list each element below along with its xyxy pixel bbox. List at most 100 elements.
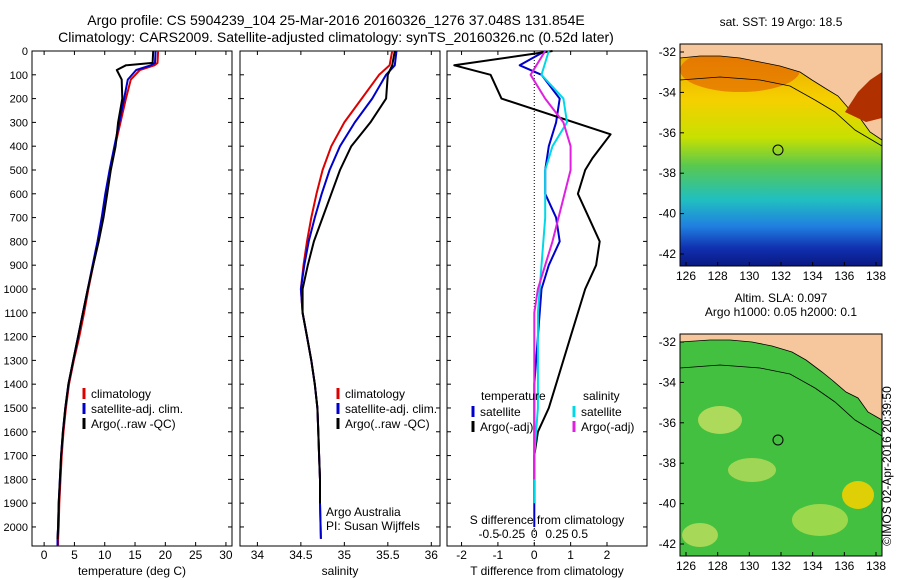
salinity-diff-tick-label: 0 [531, 527, 538, 541]
depth-tick-label: 400 [10, 141, 28, 153]
depth-tick-label: 1100 [4, 308, 28, 320]
salinity-series-0 [299, 50, 394, 539]
map-xtick-label: 132 [771, 559, 791, 573]
map-ytick-label: -32 [659, 335, 677, 349]
map-xtick-label: 134 [803, 269, 823, 283]
difference-xtick-label: -1 [493, 548, 504, 562]
depth-tick-label: 1000 [4, 284, 28, 296]
sst-argo-location [772, 144, 784, 156]
difference-series-1 [453, 50, 612, 504]
depth-tick-label: 900 [10, 260, 28, 272]
map-xtick-label: 128 [708, 269, 728, 283]
map-ytick-label: -34 [659, 375, 677, 389]
salinity-diff-axis-label: S difference from climatology [470, 513, 625, 527]
map-ytick-label: -34 [659, 85, 677, 99]
depth-tick-label: 1600 [4, 427, 28, 439]
temperature-xlabel: temperature (deg C) [78, 564, 186, 578]
salinity-legend-label: satellite-adj. clim. [345, 402, 437, 416]
depth-tick-label: 1400 [4, 379, 28, 391]
depth-tick-label: 600 [10, 189, 28, 201]
salinity-series-1 [299, 50, 398, 539]
temperature-series-2 [56, 50, 155, 539]
map-xtick-label: 138 [866, 559, 886, 573]
depth-tick-label: 500 [10, 165, 28, 177]
depth-tick-label: 1300 [4, 355, 28, 367]
title-line2: Climatology: CARS2009. Satellite-adjuste… [58, 29, 614, 45]
depth-tick-label: 1200 [4, 332, 28, 344]
salinity-xtick-label: 35 [338, 548, 352, 562]
temperature-xtick-label: 20 [159, 548, 173, 562]
map-xtick-label: 136 [834, 559, 854, 573]
title-line1: Argo profile: CS 5904239_104 25-Mar-2016… [87, 12, 584, 28]
map-ytick-label: -38 [659, 166, 677, 180]
temp-legend-label: satellite [480, 405, 521, 419]
salinity-legend-label: Argo(..raw -QC) [345, 417, 430, 431]
salinity-xtick-label: 36 [425, 548, 439, 562]
difference-xtick-label: -2 [456, 548, 467, 562]
sla-argo-location [772, 434, 784, 446]
map-xtick-label: 138 [866, 269, 886, 283]
map-xtick-label: 130 [739, 559, 759, 573]
sla-map [680, 334, 882, 556]
map-xtick-label: 136 [834, 269, 854, 283]
salinity-diff-tick-label: -0.25 [498, 527, 526, 541]
temperature-xtick-label: 0 [41, 548, 48, 562]
sla-map-title-2: Argo h1000: 0.05 h2000: 0.1 [705, 305, 857, 319]
salinity-xtick-label: 34 [251, 548, 265, 562]
annotation-line: PI: Susan Wijffels [326, 519, 420, 533]
temperature-legend-label: satellite-adj. clim. [91, 402, 183, 416]
sla-patch-1 [698, 406, 742, 434]
depth-tick-label: 100 [10, 70, 28, 82]
sla-patch-2 [728, 458, 776, 482]
map-ytick-label: -36 [659, 416, 677, 430]
map-ytick-label: -42 [659, 537, 677, 551]
difference-series-3 [529, 50, 572, 480]
temperature-legend-label: Argo(..raw -QC) [91, 417, 176, 431]
map-xtick-label: 128 [708, 559, 728, 573]
temperature-panel: 0 5 10 15 20 25 300100200300400500600700800900… [4, 46, 233, 578]
salinity-panel: 34 34.5 35 35.5 36 salinity climatologysatelli… [239, 50, 441, 578]
map-xtick-label: 126 [676, 559, 696, 573]
difference-frame [446, 50, 648, 547]
sla-land [680, 334, 882, 421]
depth-tick-label: 200 [10, 94, 28, 106]
salinity-xtick-label: 35.5 [376, 548, 400, 562]
temperature-xtick-label: 5 [71, 548, 78, 562]
salinity-diff-tick-label: -0.5 [478, 527, 499, 541]
difference-xlabel: T difference from climatology [470, 564, 624, 578]
temperature-series-1 [56, 50, 157, 546]
sal-legend-title: salinity [583, 389, 620, 403]
map-ytick-label: -38 [659, 456, 677, 470]
temperature-legend-label: climatology [91, 387, 151, 401]
map-ytick-label: -40 [659, 207, 677, 221]
annotation-line: Argo Australia [326, 505, 401, 519]
sst-map-title: sat. SST: 19 Argo: 18.5 [720, 15, 843, 29]
timestamp: ©IMOS 02-Apr-2016 20:39:50 [880, 386, 894, 546]
map-ytick-label: -36 [659, 126, 677, 140]
map-xtick-label: 134 [803, 559, 823, 573]
salinity-series-2 [301, 50, 396, 504]
temperature-frame [31, 50, 233, 547]
temperature-xtick-label: 30 [219, 548, 233, 562]
difference-panel: -2 -1 0 1 2 T difference from climatology -0.5… [446, 50, 648, 578]
sla-patch-3 [792, 504, 848, 536]
map-ytick-label: -32 [659, 45, 677, 59]
temp-legend-label: Argo(-adj) [480, 420, 533, 434]
sla-isobath [680, 364, 882, 437]
temperature-xtick-label: 15 [128, 548, 142, 562]
sst-map [680, 44, 882, 266]
sla-map-axes: 126 128 130 132 134 136 138 -32 -34 -36 -38 -40 -42 [659, 335, 887, 573]
sst-map-axes: 126 128 130 132 134 136 138 -32 -34 -36 -38 -40 -42 [659, 45, 887, 283]
salinity-xtick-label: 34.5 [289, 548, 313, 562]
temp-legend-title: temperature [481, 389, 546, 403]
salinity-diff-tick-label: 0.25 [545, 527, 569, 541]
map-ytick-label: -40 [659, 497, 677, 511]
difference-series-2 [533, 50, 568, 504]
map-xtick-label: 132 [771, 269, 791, 283]
difference-xtick-label: 2 [604, 548, 611, 562]
depth-tick-label: 300 [10, 117, 28, 129]
map-xtick-label: 126 [676, 269, 696, 283]
depth-tick-label: 2000 [4, 522, 28, 534]
depth-tick-label: 800 [10, 236, 28, 248]
salinity-xlabel: salinity [322, 564, 359, 578]
